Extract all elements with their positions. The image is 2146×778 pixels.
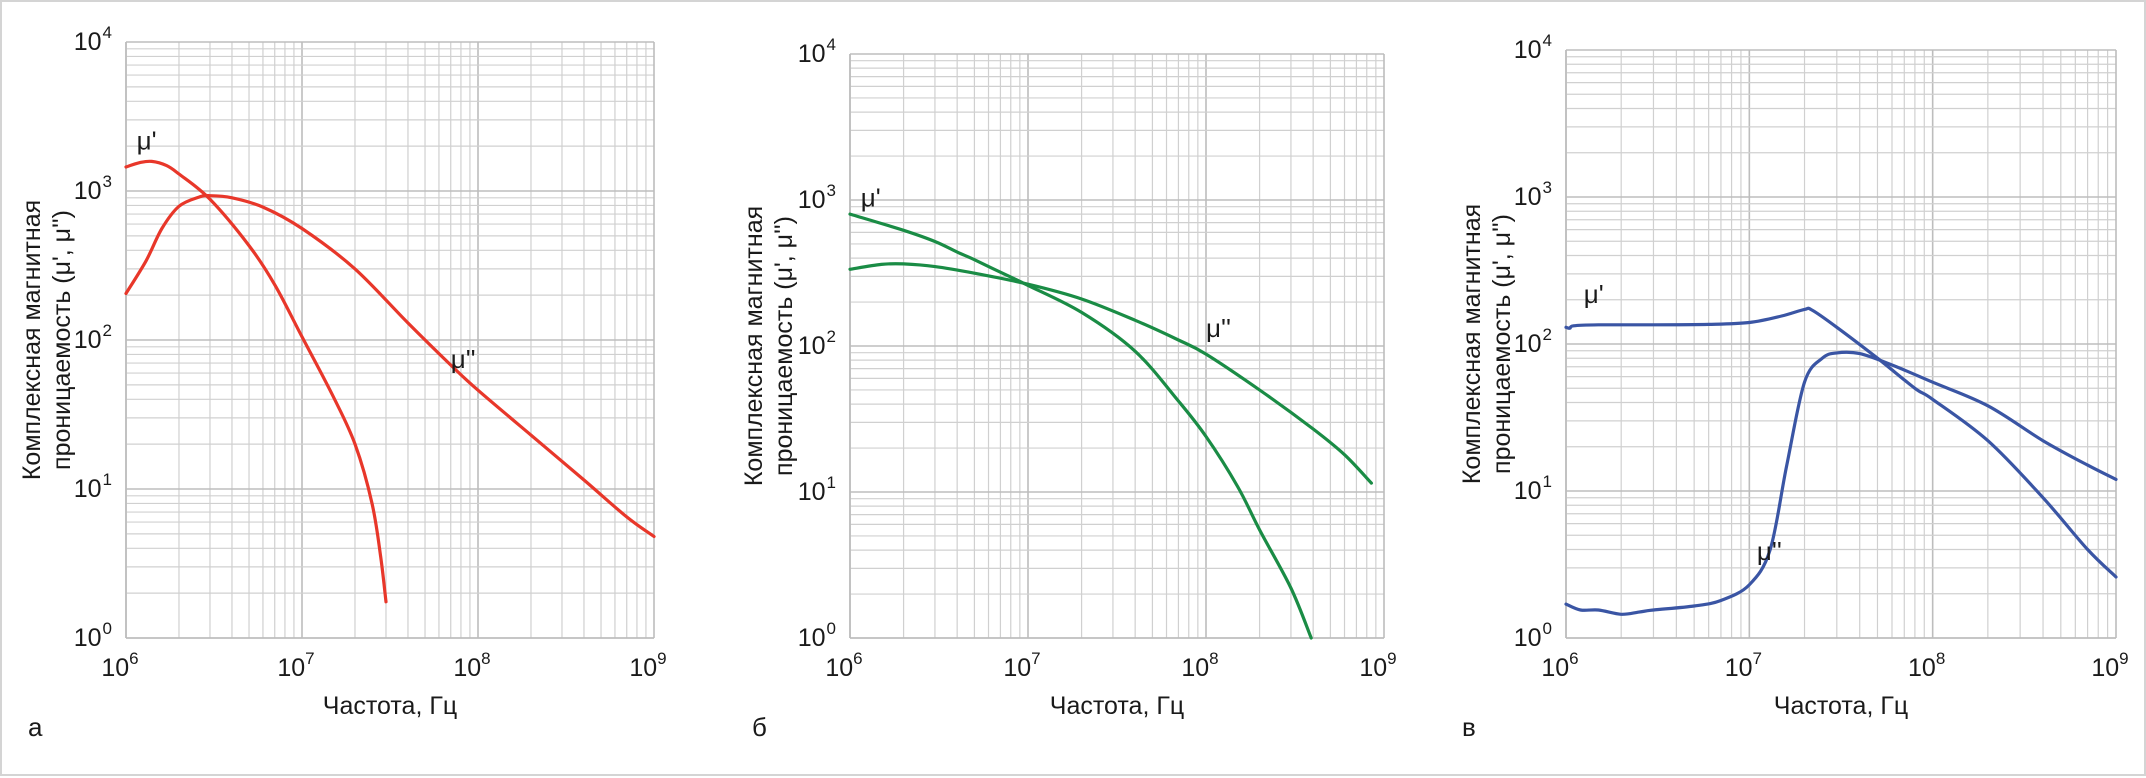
y-axis-label-line: Комплексная магнитная (740, 206, 768, 486)
x-axis-label: Частота, Гц (1774, 692, 1908, 720)
y-tick-label: 103 (74, 172, 112, 205)
chart-panel-3: 106 107 108 109 100 101 102 103 104 Частота, Гц Ко… (1458, 31, 2129, 742)
x-axis-label: Частота, Гц (1050, 692, 1184, 720)
series-annotation: μ' (1584, 279, 1604, 309)
grid (125, 41, 655, 639)
x-tick-label: 107 (1003, 649, 1040, 682)
series-annotation: μ' (137, 125, 157, 155)
x-tick-label: 108 (1181, 649, 1218, 682)
series-line-mu-double-prime (124, 194, 656, 539)
grid (1565, 49, 2117, 639)
chart-panel-2: 106 107 108 109 100 101 102 103 104 Частота, Гц Ко… (740, 35, 1397, 742)
x-tick-label: 109 (1359, 649, 1396, 682)
y-tick-label: 102 (1514, 325, 1552, 358)
series-line-mu-double-prime (1564, 350, 2118, 616)
x-tick-label: 109 (2091, 649, 2128, 682)
y-axis-label: Комплексная магнитнаяпроницаемость (μ', … (1458, 204, 1516, 484)
y-axis-label: Комплексная магнитнаяпроницаемость (μ', … (740, 206, 798, 486)
series-line-mu-prime (124, 159, 388, 604)
grid (849, 53, 1385, 639)
y-axis-label-line: проницаемость (μ', μ'') (1488, 214, 1516, 474)
chart-panel-1: 106 107 108 109 100 101 102 103 104 Частота, Гц Ко… (18, 23, 667, 742)
y-tick-label: 104 (1514, 31, 1552, 64)
x-axis-label: Частота, Гц (323, 692, 457, 720)
x-tick-label: 109 (629, 649, 666, 682)
y-tick-label: 104 (798, 35, 836, 68)
y-axis-label-line: Комплексная магнитная (18, 200, 46, 480)
y-axis-label-line: проницаемость (μ', μ'') (770, 216, 798, 476)
y-tick-label: 100 (74, 619, 112, 652)
y-axis-label-line: Комплексная магнитная (1458, 204, 1486, 484)
y-tick-label: 101 (1514, 472, 1552, 505)
series-line-mu-prime (848, 212, 1313, 640)
y-tick-label: 103 (1514, 178, 1552, 211)
y-tick-label: 100 (798, 619, 836, 652)
x-tick-label: 107 (1725, 649, 1762, 682)
series-line-mu-double-prime (848, 262, 1373, 485)
panel-label: а (28, 712, 43, 742)
x-tick-label: 106 (825, 649, 862, 682)
x-tick-label: 106 (101, 649, 138, 682)
y-axis-label: Комплексная магнитнаяпроницаемость (μ', … (18, 200, 76, 480)
series-line-mu-prime (1564, 306, 2118, 579)
x-tick-label: 108 (453, 649, 490, 682)
x-tick-label: 107 (277, 649, 314, 682)
y-tick-label: 102 (798, 327, 836, 360)
y-axis-label-line: проницаемость (μ', μ'') (48, 210, 76, 470)
panel-label: б (752, 712, 767, 742)
series-annotation: μ' (861, 183, 881, 213)
series-annotation: μ'' (451, 344, 476, 374)
series-annotation: μ'' (1757, 536, 1782, 566)
y-tick-label: 101 (74, 470, 112, 503)
y-tick-label: 100 (1514, 619, 1552, 652)
y-tick-label: 101 (798, 473, 836, 506)
y-tick-label: 104 (74, 23, 112, 56)
panel-label: в (1462, 712, 1476, 742)
x-tick-label: 108 (1908, 649, 1945, 682)
series-annotation: μ'' (1206, 313, 1231, 343)
x-tick-label: 106 (1541, 649, 1578, 682)
y-tick-label: 103 (798, 181, 836, 214)
y-tick-label: 102 (74, 321, 112, 354)
